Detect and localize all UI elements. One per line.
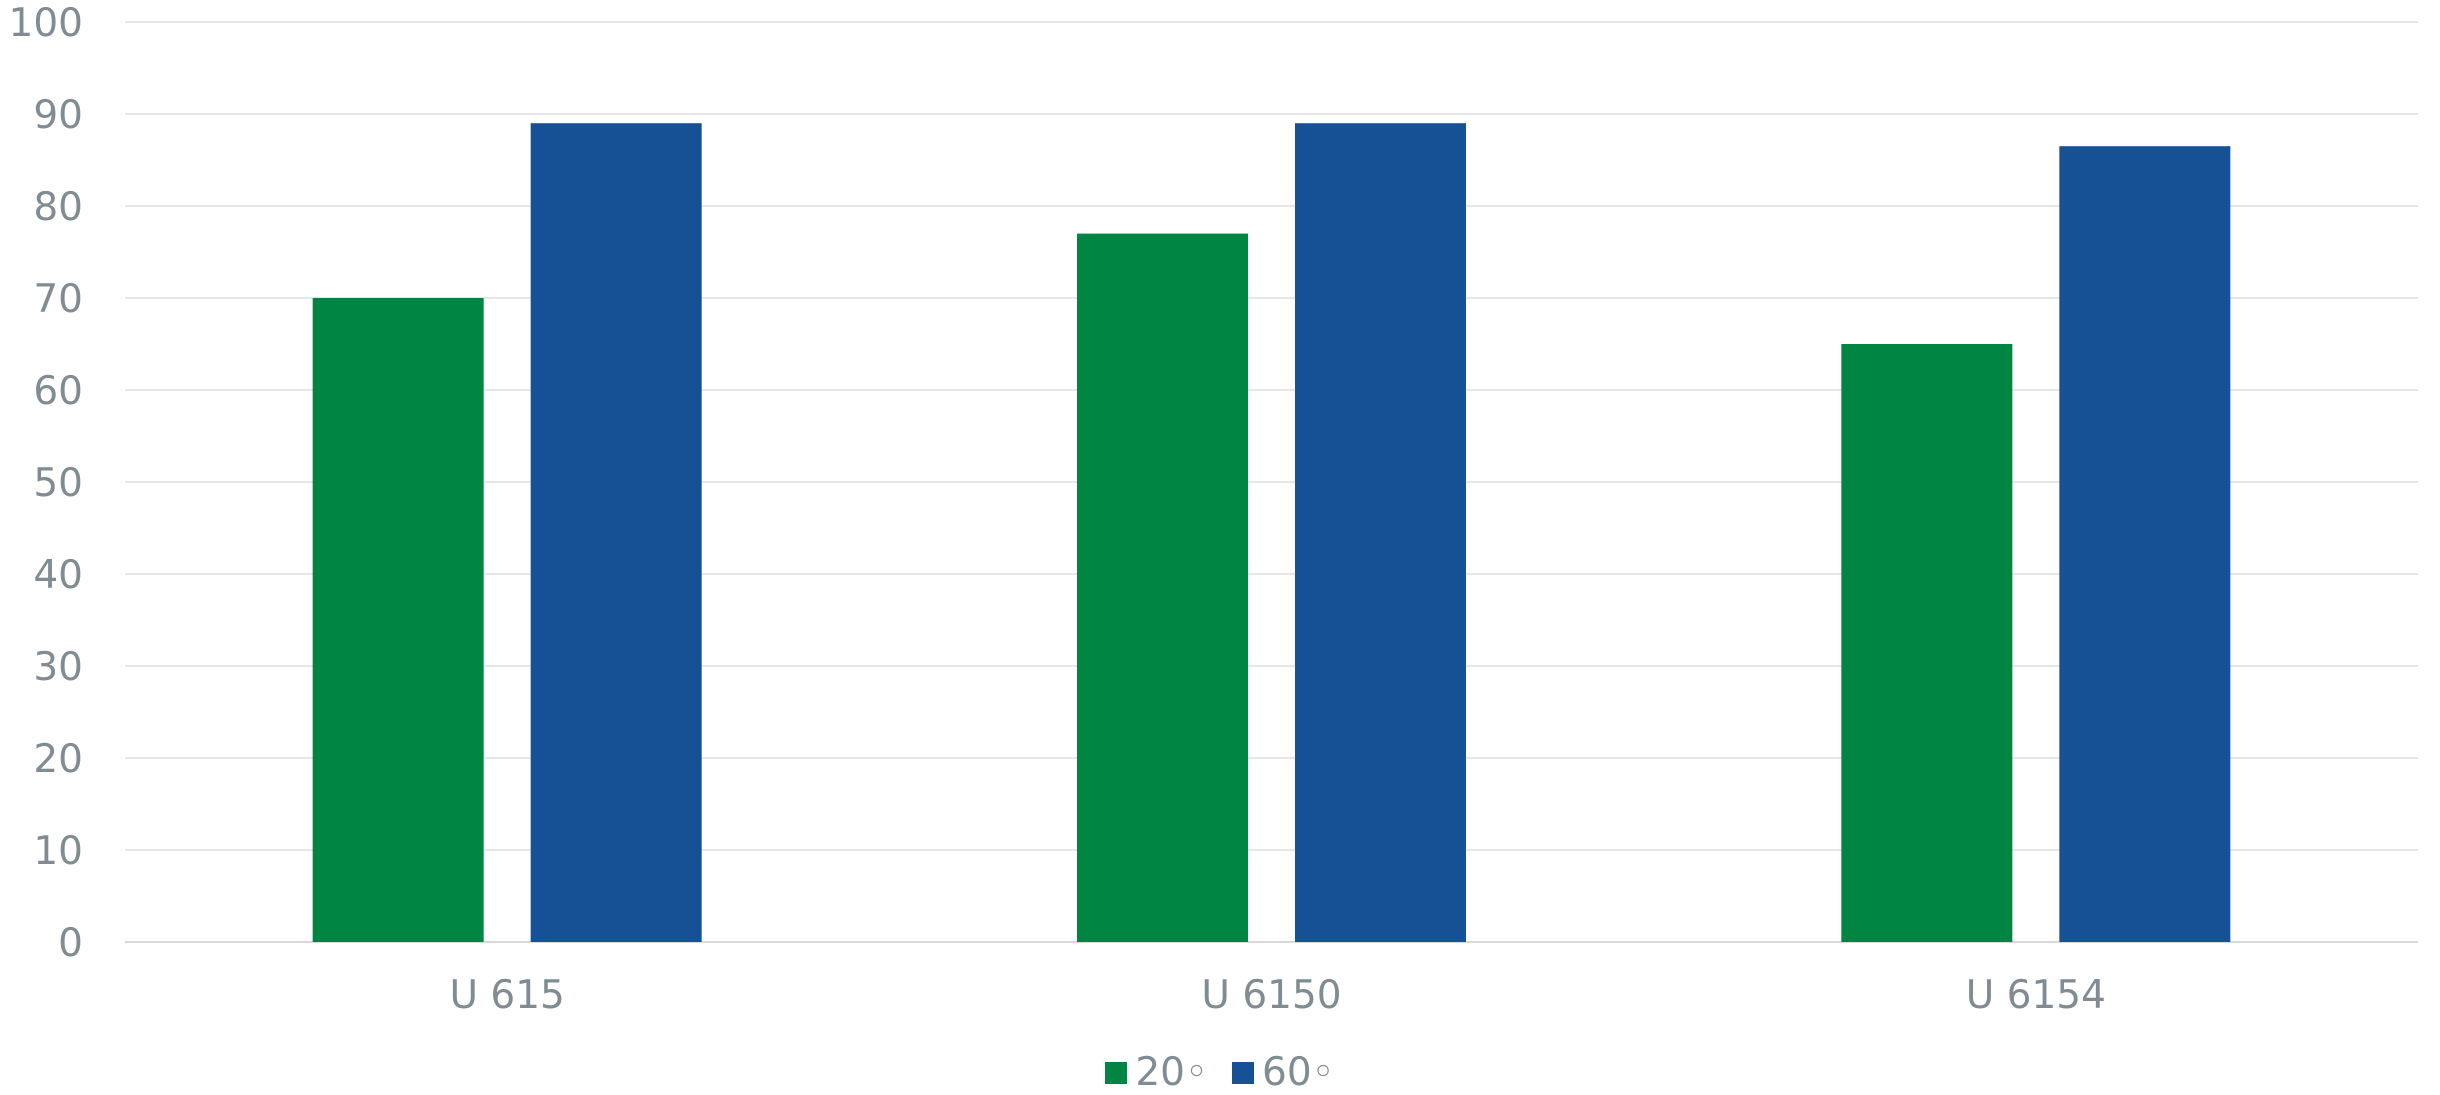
bar-u-6154-series-0 (1841, 344, 2013, 942)
y-tick-label-30: 30 (33, 645, 83, 690)
y-tick-label-70: 70 (33, 277, 83, 322)
bar-u-615-series-1 (530, 123, 702, 942)
bar-u-6150-series-0 (1077, 233, 1248, 943)
bars (312, 123, 2231, 943)
y-tick-label-90: 90 (33, 93, 83, 138)
x-axis-ticks: U 615 U 6150 U 6154 (449, 973, 2105, 1018)
legend-label-20-deg: 20◦ (1135, 1050, 1208, 1095)
y-tick-label-10: 10 (33, 829, 83, 874)
legend-item-60-deg[interactable]: 60◦ (1232, 1050, 1335, 1095)
x-tick-label-u-6150: U 6150 (1201, 973, 1341, 1018)
y-tick-label-0: 0 (58, 921, 83, 966)
legend: 20◦ 60◦ (0, 1050, 2440, 1095)
y-tick-label-40: 40 (33, 553, 83, 598)
x-tick-label-u-615: U 615 (449, 973, 564, 1018)
y-tick-label-20: 20 (33, 737, 83, 782)
legend-item-20-deg[interactable]: 20◦ (1105, 1050, 1208, 1095)
legend-swatch-60-deg (1232, 1061, 1254, 1084)
bar-u-6150-series-1 (1295, 123, 1466, 942)
y-tick-label-100: 100 (9, 1, 83, 46)
bar-u-615-series-0 (312, 298, 484, 942)
x-tick-label-u-6154: U 6154 (1966, 973, 2106, 1018)
legend-swatch-20-deg (1105, 1061, 1128, 1084)
y-axis-ticks: 0 10 20 30 40 50 60 70 80 90 100 (9, 1, 83, 966)
y-tick-label-50: 50 (33, 461, 83, 506)
y-tick-label-60: 60 (33, 369, 83, 414)
gridlines (125, 21, 2418, 943)
bar-u-6154-series-1 (2059, 146, 2231, 942)
legend-label-60-deg: 60◦ (1262, 1050, 1335, 1095)
y-tick-label-80: 80 (33, 185, 83, 230)
